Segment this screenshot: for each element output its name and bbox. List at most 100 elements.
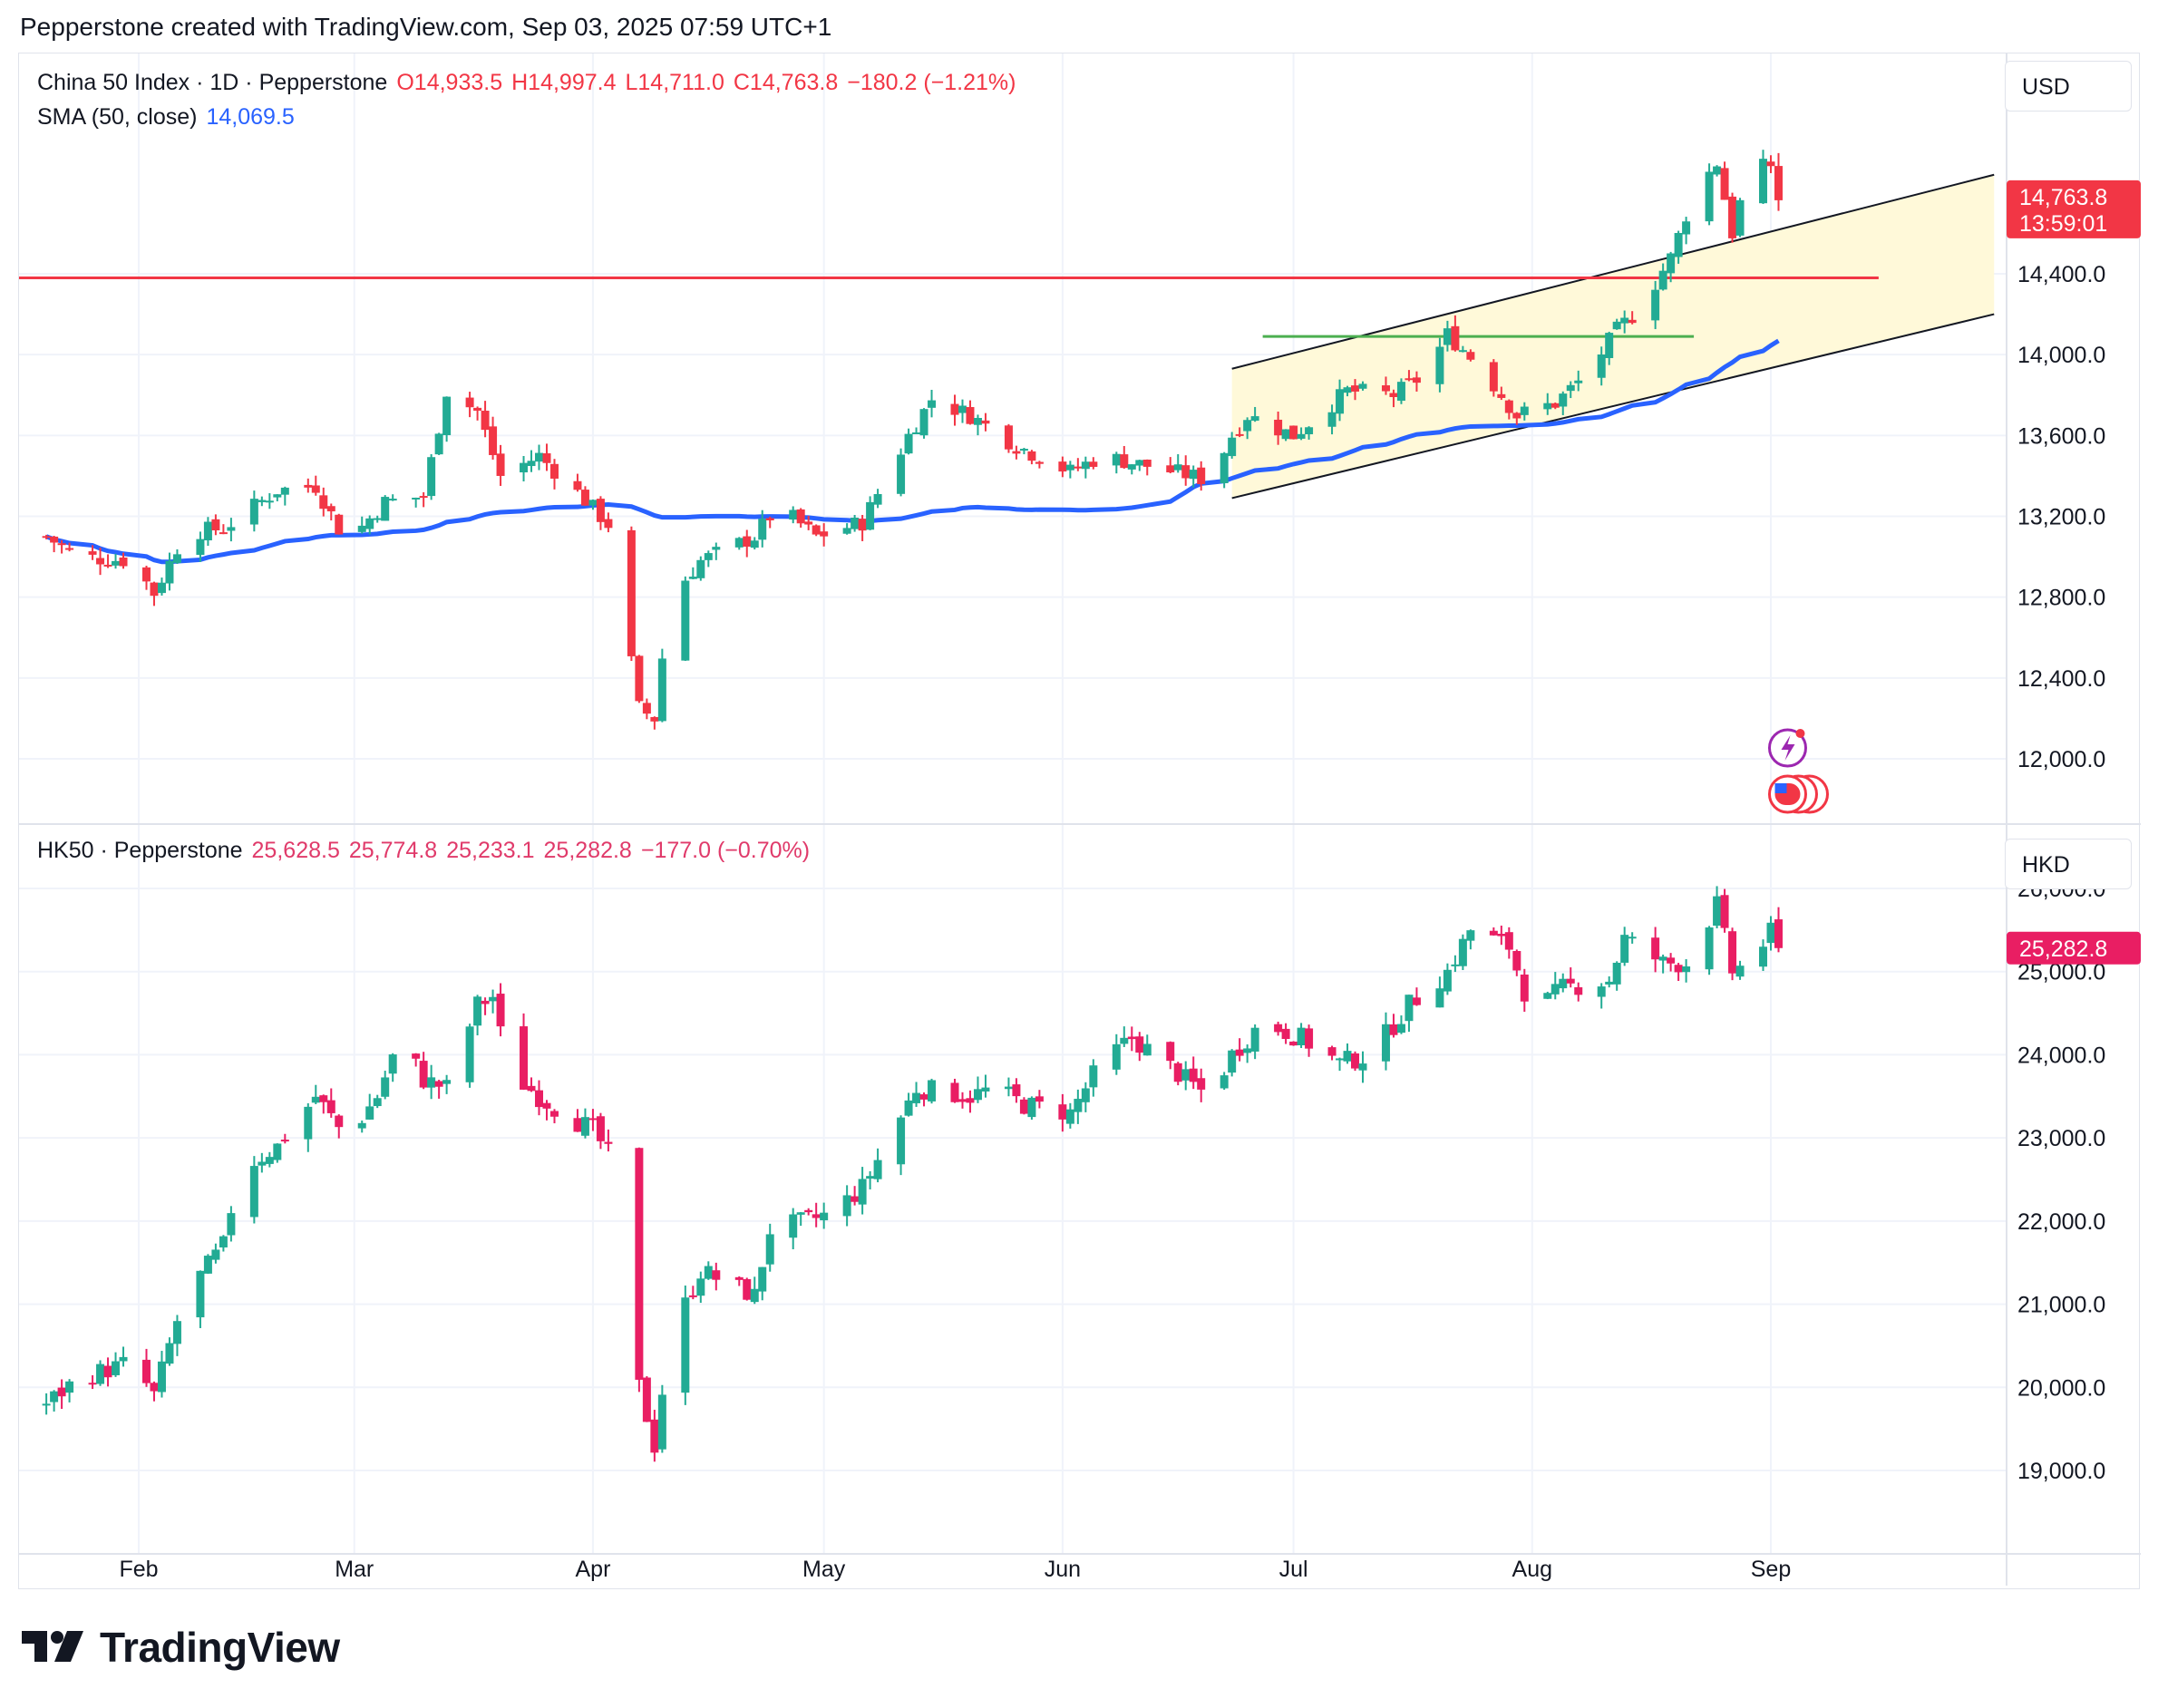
candle-body (966, 1098, 975, 1103)
bottom-open: 25,628.5 (251, 838, 340, 863)
bottom-close: 25,282.8 (543, 838, 632, 863)
candle-body (1089, 1065, 1098, 1088)
candle-body (419, 496, 428, 499)
candle-body (812, 1214, 821, 1218)
bottom-symbol[interactable]: HK50 · Pepperstone (37, 838, 243, 863)
candle-body (627, 529, 636, 656)
candle-body (1019, 1099, 1028, 1114)
candle-body (227, 1213, 236, 1236)
candle-body (496, 994, 505, 1027)
lightning-glyph (1781, 735, 1795, 761)
candle-body (1667, 957, 1676, 964)
candle-body (273, 494, 282, 498)
candle-body (1274, 1024, 1283, 1033)
bottom-currency-button[interactable]: HKD (2005, 839, 2132, 889)
candle-body (1497, 933, 1506, 936)
tradingview-logo[interactable]: TradingView (22, 1623, 340, 1672)
chart-canvas[interactable]: 12,000.0 12,400.0 12,800.0 13,200.0 13,600.0… (19, 53, 2141, 1590)
candle-body (1197, 1078, 1206, 1090)
sma-label[interactable]: SMA (50, close) (37, 104, 198, 130)
candle-body (696, 559, 705, 578)
candle-body (1027, 451, 1036, 461)
candle-body (1305, 1028, 1314, 1049)
bar-countdown: 13:59:01 (2019, 211, 2107, 237)
y-tick-label: 21,000.0 (2017, 1293, 2105, 1318)
candle-body (1127, 1036, 1136, 1040)
candle-body (765, 518, 774, 520)
candle-body (1605, 333, 1614, 358)
candle-body (1612, 321, 1621, 330)
candle-body (542, 1102, 551, 1109)
candle-body (381, 1077, 390, 1097)
top-symbol[interactable]: China 50 Index · 1D · Pepperstone (37, 70, 388, 95)
candle-body (796, 1212, 805, 1215)
candle-body (57, 543, 66, 546)
candle-body (1173, 1063, 1182, 1082)
candle-body (1451, 964, 1460, 966)
axis-layer: 12,000.0 12,400.0 12,800.0 13,200.0 13,600.0… (119, 180, 2141, 1582)
candle-body (1550, 984, 1560, 995)
candle-body (1458, 350, 1467, 353)
candle-body (1628, 936, 1637, 939)
bottom-low: 25,233.1 (446, 838, 535, 863)
overlay-layer (19, 173, 1995, 565)
candle-body (1243, 420, 1252, 432)
candle-body (1405, 378, 1414, 381)
candle-body (1396, 1024, 1405, 1034)
candle-body (50, 536, 59, 543)
candle-body (412, 497, 421, 500)
candle-body (743, 536, 752, 547)
top-change: −180.2 (−1.21%) (847, 70, 1016, 95)
candle-body (804, 521, 813, 525)
candle-body (1358, 383, 1367, 389)
candle-body (1343, 387, 1352, 393)
candle-body (473, 407, 482, 412)
x-tick-label: Aug (1512, 1557, 1552, 1582)
candle-body (335, 1115, 344, 1128)
candle-body (704, 1266, 713, 1279)
tradingview-logo-icon (22, 1631, 83, 1662)
candle-body (981, 1087, 990, 1092)
candle-body (311, 1096, 320, 1103)
candle-body (112, 1361, 121, 1375)
candle-body (750, 540, 759, 548)
candle-body (219, 1236, 228, 1247)
candle-body (442, 1080, 452, 1084)
candle-body (1250, 1027, 1259, 1052)
sma-value: 14,069.5 (206, 104, 295, 130)
candle-body (1728, 196, 1737, 238)
candle-body (280, 487, 289, 495)
candle-body (973, 417, 982, 425)
x-tick-label: Mar (335, 1557, 374, 1582)
candle-body (1327, 412, 1337, 427)
candle-body (897, 1117, 906, 1165)
candle-body (1336, 1058, 1345, 1061)
candle-body (588, 500, 598, 506)
candle-body (1720, 168, 1729, 200)
candle-body (1774, 919, 1783, 948)
candle-body (434, 1081, 443, 1087)
candle-body (465, 397, 474, 408)
candle-body (549, 1111, 559, 1117)
candle-body (1574, 380, 1583, 383)
candle-body (858, 519, 867, 531)
top-currency-button[interactable]: USD (2005, 61, 2132, 112)
candle-body (789, 1214, 798, 1238)
candle-body (1682, 966, 1691, 973)
candle-body (1112, 453, 1121, 466)
candle-body (897, 454, 906, 494)
candle-body (1512, 951, 1521, 971)
x-tick-label: Jun (1045, 1557, 1081, 1582)
candle-body (1443, 328, 1452, 345)
candle-body (820, 1212, 829, 1221)
candle-body (750, 1288, 759, 1303)
candle-body (1451, 325, 1460, 351)
candle-body (820, 531, 829, 537)
chart-caption: Pepperstone created with TradingView.com… (20, 13, 832, 41)
y-tick-label: 13,600.0 (2017, 423, 2105, 449)
candle-body (1728, 931, 1737, 974)
candle-body (357, 525, 366, 532)
y-tick-label: 23,000.0 (2017, 1126, 2105, 1151)
candle-body (1058, 1104, 1067, 1120)
candle-body (304, 484, 313, 488)
